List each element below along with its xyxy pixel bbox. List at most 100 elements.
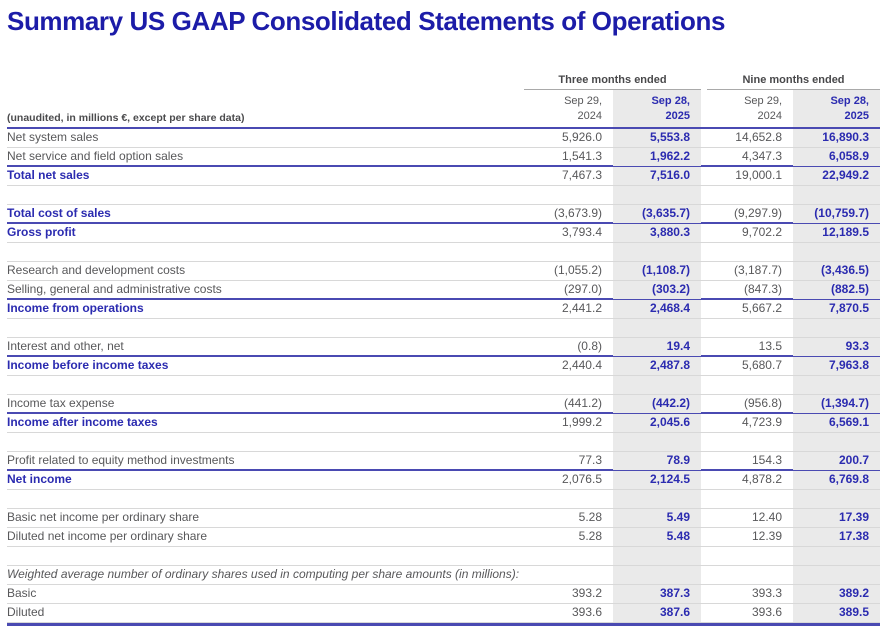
unit-note: (unaudited, in millions €, except per sh…: [7, 112, 245, 124]
table-body: Net system sales 5,926.0 5,553.8 14,652.8 16…: [7, 129, 880, 623]
column-group-header-row: Three months ended Nine months ended: [7, 70, 880, 90]
cell-value-3m-2025: 5.48: [613, 528, 701, 546]
cell-value-9m-2025: [793, 433, 880, 451]
cell-value-3m-2025: [613, 490, 701, 508]
cell-value-3m-2025: 2,487.8: [613, 357, 701, 375]
cell-value-3m-2025: 387.6: [613, 604, 701, 622]
cell-value-9m-2024: 4,347.3: [741, 149, 782, 163]
cell-value-3m-2024: (1,055.2): [553, 263, 602, 277]
cell-value-9m-2024: 9,702.2: [741, 225, 782, 239]
cell-value-9m-2025: [793, 319, 880, 337]
table-row: Profit related to equity method investme…: [7, 452, 880, 471]
cell-value-3m-2024: (3,673.9): [553, 206, 602, 220]
cell-value-3m-2024: (0.8): [577, 339, 602, 353]
cell-value-9m-2024: (956.8): [743, 396, 782, 410]
row-label: Interest and other, net: [7, 339, 124, 353]
row-label: Diluted: [7, 605, 45, 619]
cell-value-3m-2025: 2,468.4: [613, 300, 701, 318]
cell-value-9m-2025: 7,870.5: [793, 300, 880, 318]
cell-value-3m-2025: [613, 319, 701, 337]
cell-value-9m-2025: (882.5): [793, 281, 880, 299]
cell-value-3m-2024: [524, 547, 613, 565]
cell-value-9m-2024: [707, 319, 793, 337]
cell-value-3m-2024: 2,441.2: [561, 301, 602, 315]
cell-value-3m-2024: 393.2: [571, 586, 602, 600]
cell-value-9m-2025: [793, 547, 880, 565]
table-row: Net system sales 5,926.0 5,553.8 14,652.8 16…: [7, 129, 880, 148]
col-header-9m-2025: Sep 28, 2025: [793, 90, 880, 127]
cell-value-9m-2025: 6,569.1: [793, 414, 880, 432]
cell-value-9m-2025: [793, 186, 880, 204]
cell-value-9m-2025: 93.3: [793, 338, 880, 356]
cell-value-9m-2024: (9,297.9): [733, 206, 782, 220]
cell-value-3m-2024: 5.28: [578, 510, 602, 524]
table-row: Income from operations 2,441.2 2,468.4 5,66…: [7, 300, 880, 319]
cell-value-3m-2024: [524, 433, 613, 451]
row-label: Selling, general and administrative cost…: [7, 282, 222, 296]
cell-value-3m-2025: 7,516.0: [613, 167, 701, 185]
date-header-row: (unaudited, in millions €, except per sh…: [7, 90, 880, 129]
cell-value-3m-2024: 1,999.2: [561, 415, 602, 429]
cell-value-3m-2024: 393.6: [571, 605, 602, 619]
row-label: Diluted net income per ordinary share: [7, 529, 208, 543]
table-row: Net income 2,076.5 2,124.5 4,878.2 6,769.8: [7, 471, 880, 490]
row-label: [7, 319, 524, 337]
cell-value-3m-2025: 19.4: [613, 338, 701, 356]
col-header-line1: Sep 29,: [744, 95, 782, 107]
cell-value-9m-2024: [707, 490, 793, 508]
cell-value-9m-2025: (1,394.7): [793, 395, 880, 413]
cell-value-9m-2025: [793, 243, 880, 261]
cell-value-9m-2025: (3,436.5): [793, 262, 880, 280]
cell-value-3m-2024: [524, 319, 613, 337]
cell-value-3m-2025: [613, 376, 701, 394]
col-group-three-months: Three months ended: [524, 74, 701, 90]
cell-value-3m-2025: 2,124.5: [613, 471, 701, 489]
col-header-line1: Sep 28,: [830, 95, 869, 107]
cell-value-3m-2025: 78.9: [613, 452, 701, 470]
row-label: Total net sales: [7, 168, 90, 182]
row-label: Basic: [7, 586, 37, 600]
cell-value-3m-2025: 3,880.3: [613, 224, 701, 242]
section-note-label: Weighted average number of ordinary shar…: [7, 567, 520, 581]
table-row: Income before income taxes 2,440.4 2,487.8…: [7, 357, 880, 376]
col-header-line2: 2025: [665, 110, 690, 122]
table-row: Interest and other, net (0.8) 19.4 13.5 93.3: [7, 338, 880, 357]
row-label: Net service and field option sales: [7, 149, 184, 163]
cell-value-3m-2025: [613, 186, 701, 204]
row-label: [7, 186, 524, 204]
cell-value-3m-2024: 2,440.4: [561, 358, 602, 372]
row-label: Total cost of sales: [7, 206, 111, 220]
cell-value-9m-2024: 393.6: [751, 605, 782, 619]
cell-value-9m-2024: [707, 566, 793, 584]
cell-value-9m-2025: 389.2: [793, 585, 880, 603]
row-label: [7, 243, 524, 261]
cell-value-9m-2025: 12,189.5: [793, 224, 880, 242]
spacer-row: [7, 376, 880, 395]
cell-value-9m-2024: 154.3: [751, 453, 782, 467]
cell-value-3m-2025: 2,045.6: [613, 414, 701, 432]
col-header-line2: 2024: [577, 110, 602, 122]
cell-value-3m-2024: [524, 490, 613, 508]
cell-value-3m-2025: (3,635.7): [613, 205, 701, 223]
table-row: Income tax expense (441.2) (442.2) (956.8) (…: [7, 395, 880, 414]
cell-value-3m-2025: [613, 566, 701, 584]
table-row: Selling, general and administrative cost…: [7, 281, 880, 300]
table-row: Income after income taxes 1,999.2 2,045.6 4…: [7, 414, 880, 433]
cell-value-3m-2025: 1,962.2: [613, 148, 701, 166]
col-header-3m-2025: Sep 28, 2025: [613, 90, 701, 127]
cell-value-3m-2024: 3,793.4: [561, 225, 602, 239]
col-header-line1: Sep 28,: [651, 95, 690, 107]
col-header-9m-2024: Sep 29, 2024: [707, 90, 793, 127]
cell-value-9m-2025: (10,759.7): [793, 205, 880, 223]
cell-value-9m-2024: (847.3): [743, 282, 782, 296]
cell-value-3m-2025: [613, 433, 701, 451]
cell-value-9m-2024: 12.40: [751, 510, 782, 524]
row-label: [7, 547, 524, 565]
row-label: Income after income taxes: [7, 415, 158, 429]
row-label: Income from operations: [7, 301, 144, 315]
row-label: Basic net income per ordinary share: [7, 510, 200, 524]
table-row: Total cost of sales (3,673.9) (3,635.7) (9,…: [7, 205, 880, 224]
table-row: Basic 393.2 387.3 393.3 389.2: [7, 585, 880, 604]
cell-value-9m-2025: [793, 566, 880, 584]
